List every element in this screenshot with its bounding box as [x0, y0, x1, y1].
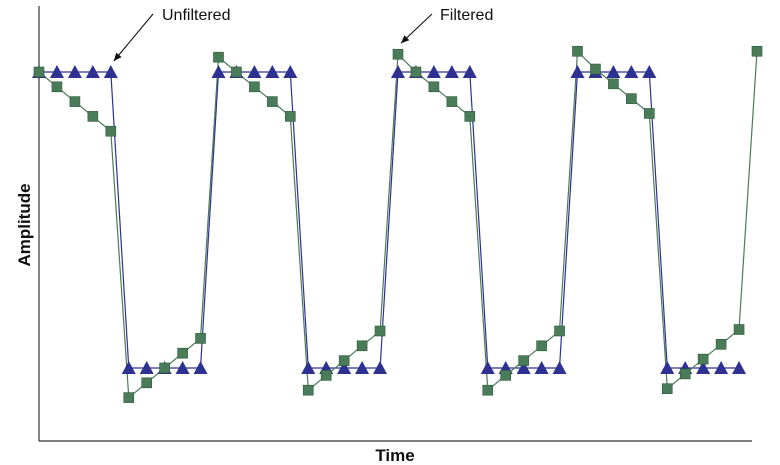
filtered-point-18: [356, 340, 368, 352]
filtered-point-23: [446, 96, 458, 107]
axes: [38, 6, 752, 442]
unfiltered-point-28: [534, 361, 549, 374]
y-axis-label: Amplitude: [15, 183, 34, 266]
unfiltered-point-37: [696, 361, 711, 374]
annotation-arrowhead-0: [113, 52, 122, 61]
unfiltered-point-1: [49, 65, 64, 78]
filtered-point-25: [482, 384, 494, 396]
unfiltered-point-34: [642, 65, 657, 78]
filtered-point-28: [536, 340, 547, 352]
filtered-point-26: [500, 370, 512, 381]
filtered-point-34: [643, 108, 655, 119]
filtered-point-6: [141, 377, 152, 389]
unfiltered-point-4: [103, 65, 118, 78]
unfiltered-point-17: [337, 361, 352, 374]
series-lines: [38, 49, 758, 399]
filtered-point-37: [697, 353, 709, 365]
unfiltered-point-39: [732, 361, 747, 374]
x-axis-label: Time: [375, 446, 414, 465]
filtered-point-2: [69, 96, 81, 107]
filtered-point-19: [374, 325, 386, 337]
filtered-point-36: [679, 368, 691, 380]
annotation-arrowhead-1: [401, 35, 410, 44]
series-0-line: [39, 71, 739, 369]
unfiltered-point-30: [570, 65, 585, 78]
unfiltered-point-29: [552, 361, 567, 374]
series-1-line: [38, 49, 758, 399]
filtered-point-40: [751, 45, 763, 57]
annotation-label-0: Unfiltered: [162, 7, 230, 24]
unfiltered-point-2: [67, 65, 82, 78]
filtered-point-12: [249, 81, 260, 93]
filtered-point-29: [554, 325, 565, 337]
unfiltered-point-3: [85, 65, 100, 78]
unfiltered-point-19: [373, 361, 388, 374]
annotations: Unfiltered Filtered: [113, 7, 493, 62]
filtered-point-22: [428, 81, 440, 93]
unfiltered-point-5: [121, 361, 136, 374]
annotation-arrow-0: [113, 13, 154, 62]
unfiltered-point-20: [391, 65, 405, 78]
filtered-point-3: [87, 111, 99, 122]
unfiltered-point-33: [624, 65, 639, 78]
filtered-point-0: [33, 66, 45, 78]
unfiltered-point-6: [139, 361, 154, 374]
unfiltered-point-27: [516, 361, 531, 374]
filtered-point-1: [51, 81, 63, 93]
unfiltered-point-9: [193, 361, 208, 374]
unfiltered-point-23: [444, 65, 459, 78]
unfiltered-point-10: [211, 65, 226, 78]
unfiltered-point-14: [283, 65, 298, 78]
filtered-point-27: [518, 355, 529, 366]
series-markers: [32, 45, 763, 403]
filtered-point-4: [105, 125, 117, 137]
unfiltered-point-13: [265, 65, 280, 78]
unfiltered-point-22: [426, 65, 441, 78]
filtered-point-9: [195, 333, 206, 344]
unfiltered-point-12: [247, 65, 262, 78]
unfiltered-point-38: [714, 361, 729, 374]
unfiltered-point-25: [480, 361, 495, 374]
filtered-point-20: [392, 48, 404, 60]
filtered-point-14: [284, 111, 296, 122]
unfiltered-point-32: [606, 65, 621, 78]
filtered-point-15: [302, 384, 314, 396]
filtered-point-11: [231, 66, 242, 78]
filtered-point-21: [410, 66, 422, 78]
unfiltered-point-8: [175, 361, 190, 374]
unfiltered-point-18: [355, 361, 370, 374]
filtered-point-39: [733, 324, 745, 335]
filtered-point-38: [715, 339, 727, 350]
filtered-point-30: [572, 45, 583, 57]
filtered-point-5: [123, 392, 135, 403]
filtered-point-7: [159, 362, 170, 374]
filtered-point-13: [267, 96, 278, 107]
filtered-point-33: [626, 93, 637, 104]
filtered-point-10: [213, 51, 224, 63]
filtered-point-32: [608, 78, 619, 90]
unfiltered-point-15: [301, 361, 316, 374]
filtered-point-17: [338, 355, 350, 366]
unfiltered-point-24: [462, 65, 477, 78]
filtered-point-35: [661, 383, 673, 395]
annotation-label-1: Filtered: [440, 7, 493, 24]
filtered-point-24: [464, 111, 476, 122]
filtered-point-8: [177, 347, 188, 359]
filtered-point-16: [320, 370, 332, 381]
filtered-point-31: [590, 63, 601, 75]
unfiltered-point-35: [660, 361, 675, 374]
